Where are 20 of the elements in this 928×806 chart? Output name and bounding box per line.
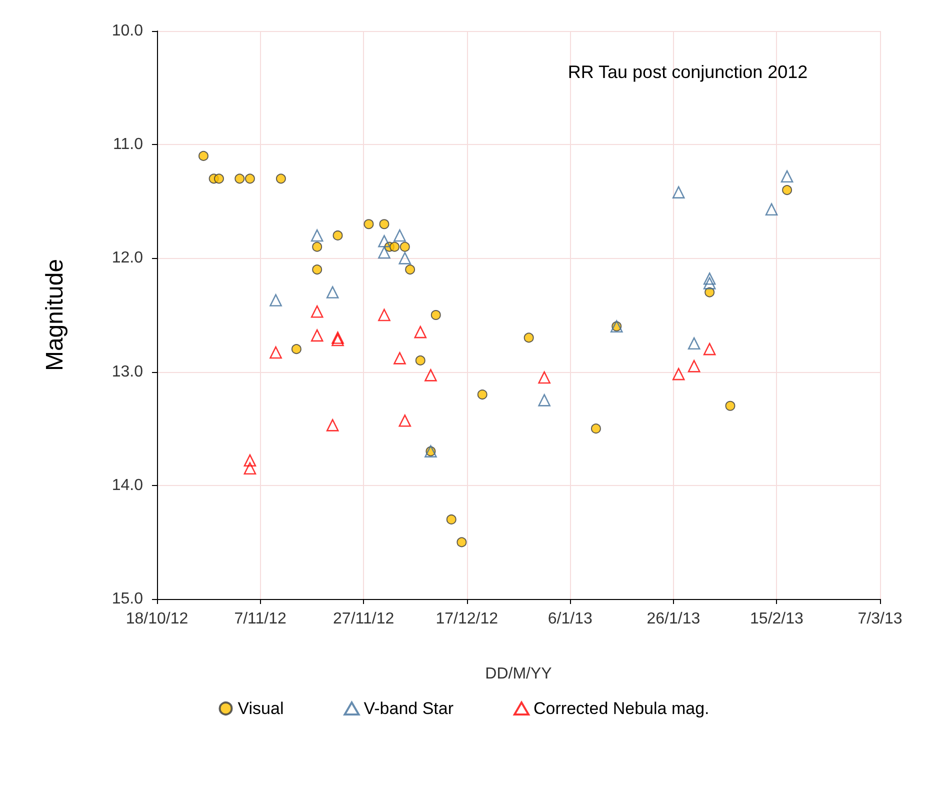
x-tick-label: 7/3/13 [858, 610, 902, 628]
x-tick-label: 18/10/12 [126, 610, 188, 628]
legend-label: V-band Star [364, 699, 454, 718]
x-tick-label: 17/12/12 [436, 610, 498, 628]
legend-label: Visual [238, 699, 284, 718]
x-axis-title: DD/M/YY [485, 666, 552, 682]
x-tick-label: 15/2/13 [750, 610, 804, 628]
x-tick-label: 26/1/13 [646, 610, 700, 628]
y-tick-label: 14.0 [112, 476, 144, 494]
text: RR Tau post conjunction 2012 [568, 62, 808, 82]
y-tick-label: 10.0 [112, 22, 144, 40]
y-axis-title: Magnitude [42, 258, 68, 372]
x-tick-label: 27/11/12 [333, 610, 394, 628]
y-tick-label: 11.0 [113, 136, 144, 154]
x-tick-label: 6/1/13 [548, 610, 592, 628]
y-tick-label: 13.0 [112, 363, 144, 380]
y-tick-label: 12.0 [112, 250, 144, 267]
y-tick-label: 15.0 [112, 590, 144, 608]
legend-label: Corrected Nebula mag. [534, 699, 710, 718]
x-tick-label: 7/11/12 [234, 610, 286, 628]
